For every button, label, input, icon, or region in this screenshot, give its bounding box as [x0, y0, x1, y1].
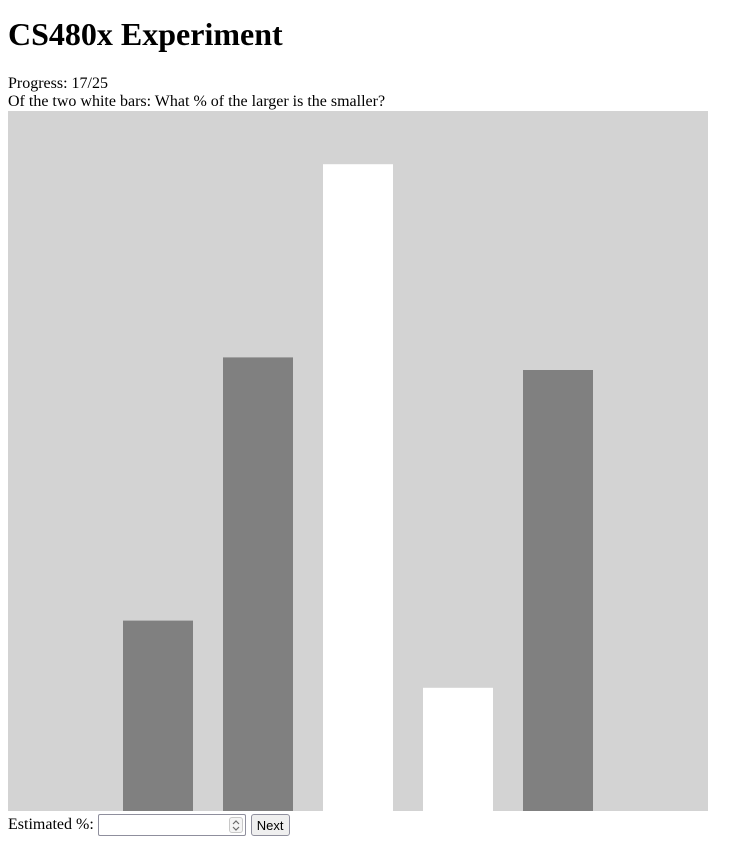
estimate-input[interactable] [98, 815, 221, 835]
bars-group [123, 164, 593, 811]
chevron-up-icon[interactable] [232, 819, 240, 825]
chevron-down-icon[interactable] [232, 826, 240, 831]
highlighted-bar [423, 687, 493, 811]
highlighted-bar [323, 164, 393, 811]
bar [223, 357, 293, 811]
question-text: Of the two white bars: What % of the lar… [8, 93, 386, 110]
progress-text: Progress: 17/25 [8, 75, 108, 92]
answer-form: Estimated %: Next [8, 813, 290, 837]
next-button[interactable]: Next [250, 814, 290, 836]
number-spinner[interactable] [228, 817, 243, 833]
estimate-field[interactable] [97, 814, 246, 836]
bar [123, 620, 193, 811]
bar-chart [8, 111, 708, 811]
page-title: CS480x Experiment [8, 16, 283, 52]
bar [523, 370, 593, 811]
estimate-label: Estimated %: [8, 816, 94, 833]
